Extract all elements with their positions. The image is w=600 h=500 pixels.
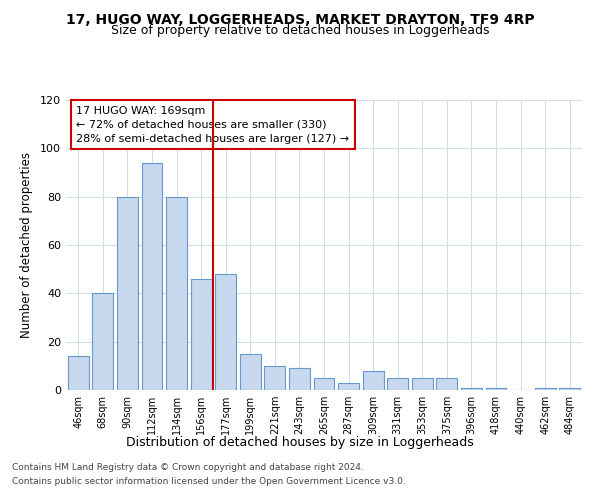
Bar — [92, 294, 113, 390]
Text: Distribution of detached houses by size in Loggerheads: Distribution of detached houses by size … — [126, 436, 474, 449]
Bar — [535, 388, 556, 390]
Text: Contains HM Land Registry data © Crown copyright and database right 2024.: Contains HM Land Registry data © Crown c… — [12, 464, 364, 472]
Y-axis label: Number of detached properties: Number of detached properties — [20, 152, 33, 338]
Bar — [314, 378, 334, 390]
Bar — [240, 354, 261, 390]
Bar — [362, 370, 383, 390]
Text: 17, HUGO WAY, LOGGERHEADS, MARKET DRAYTON, TF9 4RP: 17, HUGO WAY, LOGGERHEADS, MARKET DRAYTO… — [65, 12, 535, 26]
Bar — [289, 368, 310, 390]
Bar — [215, 274, 236, 390]
Bar — [485, 388, 506, 390]
Text: 17 HUGO WAY: 169sqm
← 72% of detached houses are smaller (330)
28% of semi-detac: 17 HUGO WAY: 169sqm ← 72% of detached ho… — [76, 106, 349, 144]
Bar — [436, 378, 457, 390]
Bar — [117, 196, 138, 390]
Bar — [142, 163, 163, 390]
Bar — [387, 378, 408, 390]
Bar — [338, 383, 359, 390]
Bar — [461, 388, 482, 390]
Bar — [412, 378, 433, 390]
Text: Contains public sector information licensed under the Open Government Licence v3: Contains public sector information licen… — [12, 477, 406, 486]
Bar — [68, 356, 89, 390]
Bar — [559, 388, 580, 390]
Bar — [191, 279, 212, 390]
Bar — [265, 366, 286, 390]
Bar — [166, 196, 187, 390]
Text: Size of property relative to detached houses in Loggerheads: Size of property relative to detached ho… — [111, 24, 489, 37]
